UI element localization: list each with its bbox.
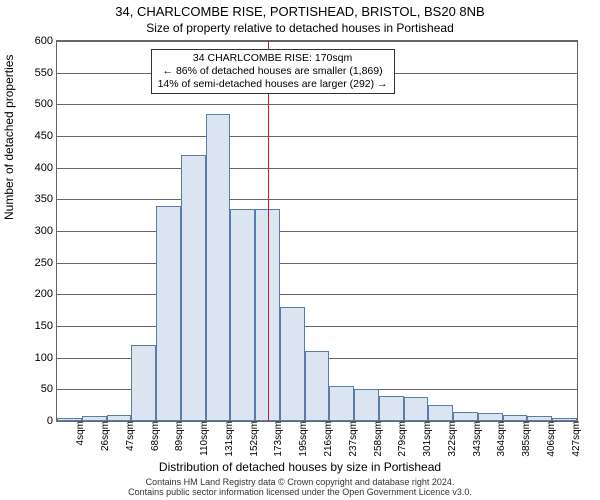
histogram-bar [181,155,206,421]
y-tick-label: 200 [35,288,57,300]
chart-container: 34, CHARLCOMBE RISE, PORTISHEAD, BRISTOL… [0,0,600,500]
histogram-bar [354,389,379,421]
plot-area: 0501001502002503003504004505005506004sqm… [56,40,578,422]
gridline [57,199,577,200]
x-tick-label: 322sqm [445,421,458,457]
x-tick-label: 131sqm [222,421,235,457]
y-tick-label: 450 [35,130,57,142]
x-tick-label: 385sqm [519,421,532,457]
x-tick-label: 427sqm [569,421,582,457]
x-tick-label: 364sqm [494,421,507,457]
histogram-bar [206,114,231,421]
gridline [57,168,577,169]
histogram-bar [404,397,429,421]
x-tick-label: 195sqm [296,421,309,457]
x-tick-label: 89sqm [172,421,185,451]
y-tick-label: 350 [35,193,57,205]
gridline [57,326,577,327]
y-tick-label: 50 [41,383,57,395]
histogram-bar [453,412,478,422]
x-tick-label: 47sqm [123,421,136,451]
attribution-line1: Contains HM Land Registry data © Crown c… [146,477,455,487]
x-tick-label: 152sqm [247,421,260,457]
histogram-bar [305,351,330,421]
histogram-bar [230,209,255,421]
x-tick-label: 301sqm [420,421,433,457]
info-line2: ← 86% of detached houses are smaller (1,… [163,65,383,77]
histogram-bar [131,345,156,421]
attribution-text: Contains HM Land Registry data © Crown c… [0,478,600,498]
y-tick-label: 300 [35,225,57,237]
x-tick-label: 237sqm [346,421,359,457]
y-tick-label: 100 [35,352,57,364]
x-tick-label: 110sqm [197,421,210,456]
x-tick-label: 173sqm [271,421,284,457]
gridline [57,104,577,105]
y-tick-label: 250 [35,257,57,269]
gridline [57,231,577,232]
x-tick-label: 406sqm [544,421,557,457]
chart-subtitle: Size of property relative to detached ho… [0,19,600,35]
x-tick-label: 343sqm [470,421,483,457]
histogram-bar [156,206,181,421]
attribution-line2: Contains public sector information licen… [128,487,472,497]
x-tick-label: 4sqm [73,421,86,445]
info-box: 34 CHARLCOMBE RISE: 170sqm← 86% of detac… [151,49,395,94]
chart-title: 34, CHARLCOMBE RISE, PORTISHEAD, BRISTOL… [0,0,600,19]
histogram-bar [329,386,354,421]
info-line1: 34 CHARLCOMBE RISE: 170sqm [193,52,352,64]
x-tick-label: 68sqm [148,421,161,451]
histogram-bar [428,405,453,421]
y-tick-label: 150 [35,320,57,332]
histogram-bar [379,396,404,421]
gridline [57,136,577,137]
x-axis-label: Distribution of detached houses by size … [0,460,600,474]
y-tick-label: 600 [35,35,57,47]
gridline [57,41,577,42]
y-tick-label: 550 [35,67,57,79]
y-tick-label: 500 [35,98,57,110]
reference-line [268,41,269,421]
y-tick-label: 0 [47,415,57,427]
x-tick-label: 279sqm [395,421,408,457]
gridline [57,294,577,295]
x-tick-label: 216sqm [321,421,334,457]
info-line3: 14% of semi-detached houses are larger (… [158,78,388,90]
histogram-bar [280,307,305,421]
gridline [57,263,577,264]
y-tick-label: 400 [35,162,57,174]
histogram-bar [478,413,503,421]
y-axis-label: Number of detached properties [2,55,16,220]
x-tick-label: 258sqm [371,421,384,457]
x-tick-label: 26sqm [98,421,111,451]
